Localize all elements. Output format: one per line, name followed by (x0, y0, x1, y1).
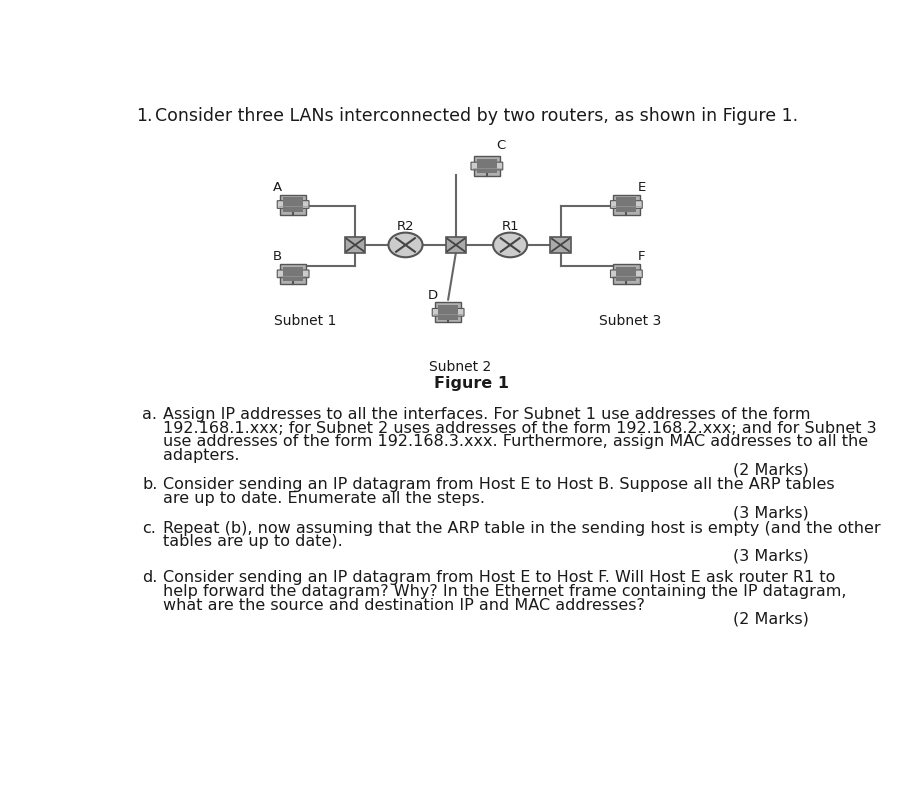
Bar (438, 305, 458, 320)
Bar (477, 159, 497, 173)
Text: F: F (638, 250, 646, 263)
Text: R2: R2 (397, 220, 414, 233)
Bar (617, 267, 636, 281)
Text: (3 Marks): (3 Marks) (732, 548, 809, 563)
FancyBboxPatch shape (471, 162, 503, 170)
Text: Subnet 1: Subnet 1 (274, 314, 336, 329)
Bar (613, 194, 640, 215)
Text: Subnet 2: Subnet 2 (428, 360, 491, 374)
FancyBboxPatch shape (610, 201, 642, 209)
Ellipse shape (494, 232, 528, 258)
Text: 1.: 1. (137, 107, 153, 125)
Text: help forward the datagram? Why? In the Ethernet frame containing the IP datagram: help forward the datagram? Why? In the E… (163, 584, 846, 599)
Bar (435, 303, 461, 322)
Text: Assign IP addresses to all the interfaces. For Subnet 1 use addresses of the for: Assign IP addresses to all the interface… (163, 407, 811, 422)
Text: Repeat (b), now assuming that the ARP table in the sending host is empty (and th: Repeat (b), now assuming that the ARP ta… (163, 521, 880, 536)
Text: a.: a. (142, 407, 157, 422)
Text: C: C (496, 140, 505, 152)
Bar (617, 198, 636, 212)
Text: B: B (273, 250, 282, 263)
Text: c.: c. (142, 521, 156, 536)
Text: (3 Marks): (3 Marks) (732, 506, 809, 520)
Text: (2 Marks): (2 Marks) (732, 611, 809, 626)
Text: adapters.: adapters. (163, 448, 240, 463)
Text: R1: R1 (501, 220, 519, 233)
Bar (283, 267, 303, 281)
Text: D: D (427, 289, 437, 302)
Text: Consider sending an IP datagram from Host E to Host F. Will Host E ask router R1: Consider sending an IP datagram from Hos… (163, 570, 835, 585)
Bar (280, 194, 306, 215)
Text: A: A (273, 181, 282, 194)
Ellipse shape (389, 232, 423, 258)
Bar (550, 237, 571, 253)
Text: Consider sending an IP datagram from Host E to Host B. Suppose all the ARP table: Consider sending an IP datagram from Hos… (163, 477, 834, 492)
Text: tables are up to date).: tables are up to date). (163, 535, 343, 550)
Text: are up to date. Enumerate all the steps.: are up to date. Enumerate all the steps. (163, 491, 485, 506)
Text: use addresses of the form 192.168.3.xxx. Furthermore, assign MAC addresses to al: use addresses of the form 192.168.3.xxx.… (163, 435, 868, 450)
Text: Consider three LANs interconnected by two routers, as shown in Figure 1.: Consider three LANs interconnected by tw… (155, 107, 799, 125)
Bar (280, 264, 306, 284)
Text: 192.168.1.xxx; for Subnet 2 uses addresses of the form 192.168.2.xxx; and for Su: 192.168.1.xxx; for Subnet 2 uses address… (163, 420, 877, 435)
Bar (473, 156, 500, 176)
FancyBboxPatch shape (278, 201, 309, 209)
FancyBboxPatch shape (278, 270, 309, 277)
Text: (2 Marks): (2 Marks) (732, 462, 809, 477)
Text: d.: d. (142, 570, 157, 585)
FancyBboxPatch shape (432, 308, 464, 316)
Bar (446, 237, 466, 253)
Text: Figure 1: Figure 1 (434, 376, 509, 391)
Bar (345, 237, 365, 253)
FancyBboxPatch shape (610, 270, 642, 277)
Text: what are the source and destination IP and MAC addresses?: what are the source and destination IP a… (163, 597, 645, 612)
Bar (283, 198, 303, 212)
Text: E: E (638, 181, 646, 194)
Text: b.: b. (142, 477, 157, 492)
Bar (613, 264, 640, 284)
Text: Subnet 3: Subnet 3 (599, 314, 662, 329)
